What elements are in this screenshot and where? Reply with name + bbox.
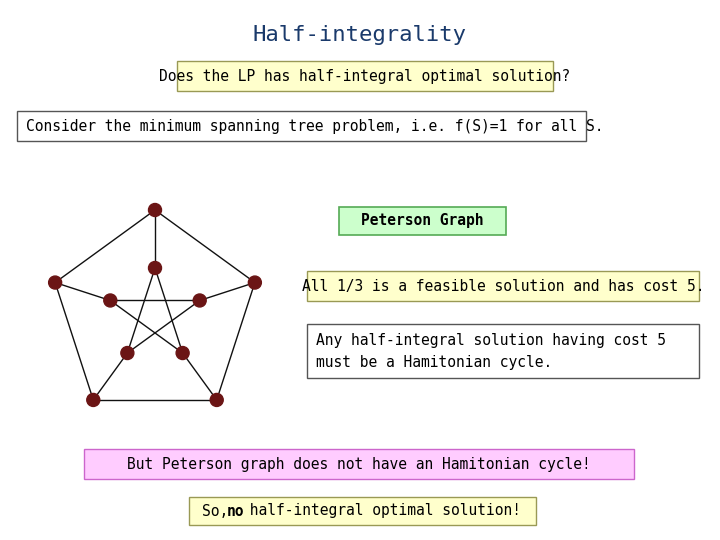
Circle shape: [176, 347, 189, 360]
Text: half-integral optimal solution!: half-integral optimal solution!: [240, 503, 521, 518]
Text: Does the LP has half-integral optimal solution?: Does the LP has half-integral optimal so…: [159, 69, 571, 84]
Circle shape: [121, 347, 134, 360]
FancyBboxPatch shape: [339, 207, 506, 235]
Text: So,: So,: [202, 503, 237, 518]
Circle shape: [248, 276, 261, 289]
Circle shape: [87, 394, 100, 407]
Text: But Peterson graph does not have an Hamitonian cycle!: But Peterson graph does not have an Hami…: [127, 456, 591, 471]
Text: Consider the minimum spanning tree problem, i.e. f(S)=1 for all S.: Consider the minimum spanning tree probl…: [26, 118, 603, 133]
FancyBboxPatch shape: [177, 61, 553, 91]
Text: must be a Hamitonian cycle.: must be a Hamitonian cycle.: [316, 355, 552, 370]
Circle shape: [148, 204, 161, 217]
Text: Peterson Graph: Peterson Graph: [361, 213, 484, 228]
Circle shape: [193, 294, 206, 307]
Circle shape: [210, 394, 223, 407]
FancyBboxPatch shape: [189, 497, 536, 525]
FancyBboxPatch shape: [307, 324, 699, 378]
Text: Half-integrality: Half-integrality: [253, 25, 467, 45]
FancyBboxPatch shape: [307, 271, 699, 301]
Circle shape: [104, 294, 117, 307]
Text: Any half-integral solution having cost 5: Any half-integral solution having cost 5: [316, 334, 666, 348]
Text: All 1/3 is a feasible solution and has cost 5.: All 1/3 is a feasible solution and has c…: [302, 279, 704, 294]
FancyBboxPatch shape: [84, 449, 634, 479]
Text: no: no: [228, 503, 245, 518]
Circle shape: [49, 276, 62, 289]
Circle shape: [148, 261, 161, 274]
FancyBboxPatch shape: [17, 111, 586, 141]
